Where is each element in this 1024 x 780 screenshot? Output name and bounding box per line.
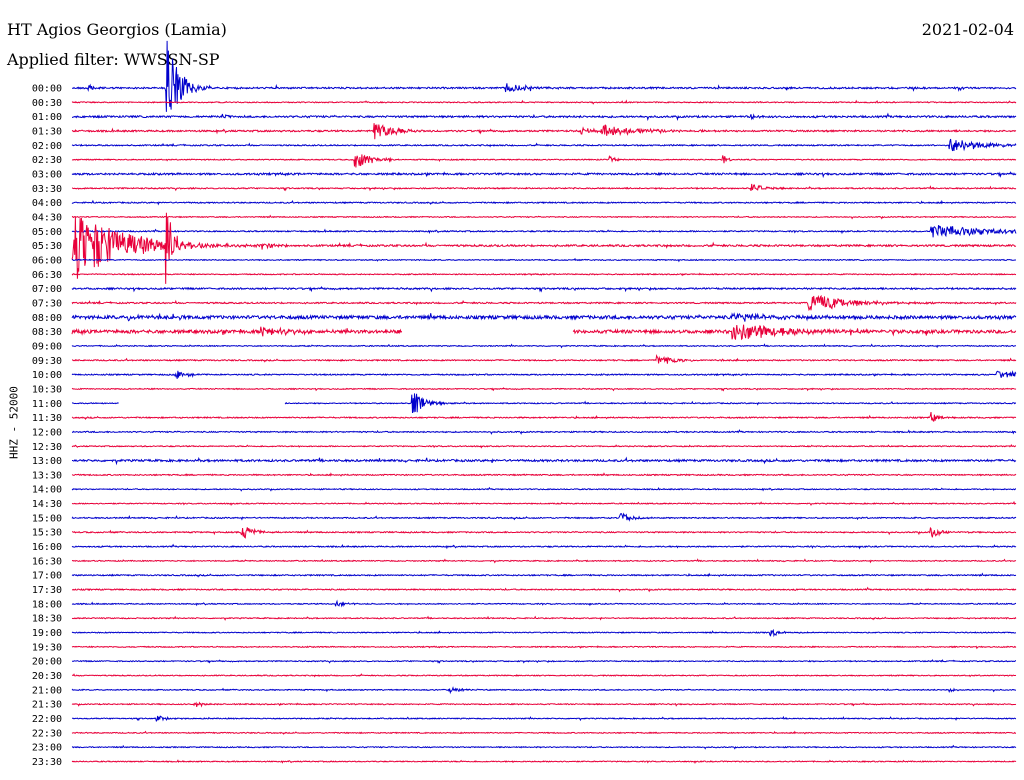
row-time-label: 21:30	[32, 700, 62, 711]
row-time-label: 00:00	[32, 84, 62, 95]
row-time-label: 22:00	[32, 714, 62, 725]
trace-row-0600	[71, 257, 1016, 263]
row-time-label: 15:00	[32, 513, 62, 524]
row-time-label: 23:30	[32, 757, 62, 768]
station-title: HT Agios Georgios (Lamia)	[7, 20, 227, 39]
trace-row-2000	[71, 659, 1016, 664]
trace-row-0300	[71, 171, 1017, 179]
row-time-label: 13:30	[32, 470, 62, 481]
row-time-label: 05:00	[32, 227, 62, 238]
row-time-label: 08:00	[32, 313, 62, 324]
row-time-label: 10:00	[32, 370, 62, 381]
row-time-label: 12:00	[32, 427, 62, 438]
trace-row-1700	[71, 572, 1017, 578]
row-time-label: 03:30	[32, 184, 62, 195]
row-time-label: 20:00	[32, 657, 62, 668]
trace-row-0500	[71, 225, 1017, 238]
trace-row-1800	[71, 599, 1017, 608]
trace-row-0700	[71, 285, 1017, 293]
row-time-label: 18:30	[32, 614, 62, 625]
row-time-label: 02:00	[32, 141, 62, 152]
trace-row-1600	[71, 543, 1017, 550]
trace-row-2130	[71, 701, 1017, 708]
row-time-label: 11:30	[32, 413, 62, 424]
row-time-label: 02:30	[32, 155, 62, 166]
trace-row-0830	[71, 324, 1017, 341]
trace-row-1530	[72, 526, 1017, 539]
trace-row-1000	[71, 370, 1017, 379]
trace-row-0400	[71, 199, 1017, 206]
row-time-label: 12:30	[32, 442, 62, 453]
trace-row-1200	[71, 429, 1017, 435]
trace-row-1330	[71, 472, 1017, 477]
trace-row-2100	[71, 686, 1017, 695]
row-time-label: 10:30	[32, 384, 62, 395]
row-time-label: 09:30	[32, 356, 62, 367]
row-time-label: 09:00	[32, 341, 62, 352]
trace-row-2200	[71, 715, 1017, 723]
row-time-label: 16:00	[32, 542, 62, 553]
row-time-label: 19:30	[32, 642, 62, 653]
trace-row-0230	[71, 154, 1017, 168]
trace-row-1430	[71, 500, 1017, 507]
row-time-label: 22:30	[32, 728, 62, 739]
trace-row-0100	[72, 112, 1017, 122]
row-time-label: 14:30	[32, 499, 62, 510]
row-time-label: 17:30	[32, 585, 62, 596]
row-time-label: 20:30	[32, 671, 62, 682]
row-time-label: 05:30	[32, 241, 62, 252]
row-time-label: 11:00	[32, 399, 62, 410]
trace-row-1900	[71, 628, 1017, 638]
trace-row-0530	[71, 212, 1017, 284]
trace-row-0330	[71, 183, 1017, 192]
trace-row-0430	[71, 214, 1017, 220]
row-time-label: 01:30	[32, 126, 62, 137]
trace-row-1230	[71, 443, 1017, 449]
trace-row-0900	[71, 343, 1017, 349]
row-time-label: 01:00	[32, 112, 62, 123]
trace-row-1730	[71, 586, 1017, 593]
trace-row-1500	[71, 512, 1017, 522]
row-time-label: 07:30	[32, 298, 62, 309]
row-time-label: 18:00	[32, 599, 62, 610]
row-time-label: 19:00	[32, 628, 62, 639]
trace-row-0000	[72, 40, 1017, 112]
trace-row-2030	[71, 673, 1017, 678]
row-time-label: 08:30	[32, 327, 62, 338]
trace-row-1400	[71, 486, 1016, 492]
row-time-label: 07:00	[32, 284, 62, 295]
trace-row-2330	[71, 759, 1017, 764]
row-time-label: 04:00	[32, 198, 62, 209]
row-time-label: 21:00	[32, 685, 62, 696]
row-time-label: 06:00	[32, 255, 62, 266]
trace-row-0730	[71, 294, 1017, 312]
row-time-label: 13:00	[32, 456, 62, 467]
record-date: 2021-02-04	[921, 20, 1014, 39]
trace-row-1030	[71, 387, 1017, 392]
trace-row-2230	[71, 730, 1016, 735]
row-time-label: 17:00	[32, 571, 62, 582]
row-time-label: 16:30	[32, 556, 62, 567]
trace-row-0630	[71, 272, 1017, 277]
trace-row-0200	[71, 138, 1017, 152]
row-time-label: 04:30	[32, 212, 62, 223]
trace-row-1300	[72, 456, 1017, 466]
row-time-label: 06:30	[32, 270, 62, 281]
trace-row-1130	[71, 412, 1017, 422]
trace-row-2300	[71, 744, 1017, 750]
row-time-label: 23:00	[32, 743, 62, 754]
row-time-label: 00:30	[32, 98, 62, 109]
row-time-label: 03:00	[32, 169, 62, 180]
trace-row-1830	[71, 615, 1017, 621]
trace-row-0930	[71, 353, 1017, 364]
trace-row-1630	[71, 558, 1017, 564]
trace-row-0030	[71, 99, 1017, 105]
trace-row-0800	[71, 312, 1017, 322]
row-time-label: 14:00	[32, 485, 62, 496]
trace-row-1930	[71, 645, 1017, 650]
trace-row-0130	[71, 123, 1017, 140]
row-time-label: 15:30	[32, 528, 62, 539]
trace-row-1100	[71, 393, 1017, 414]
